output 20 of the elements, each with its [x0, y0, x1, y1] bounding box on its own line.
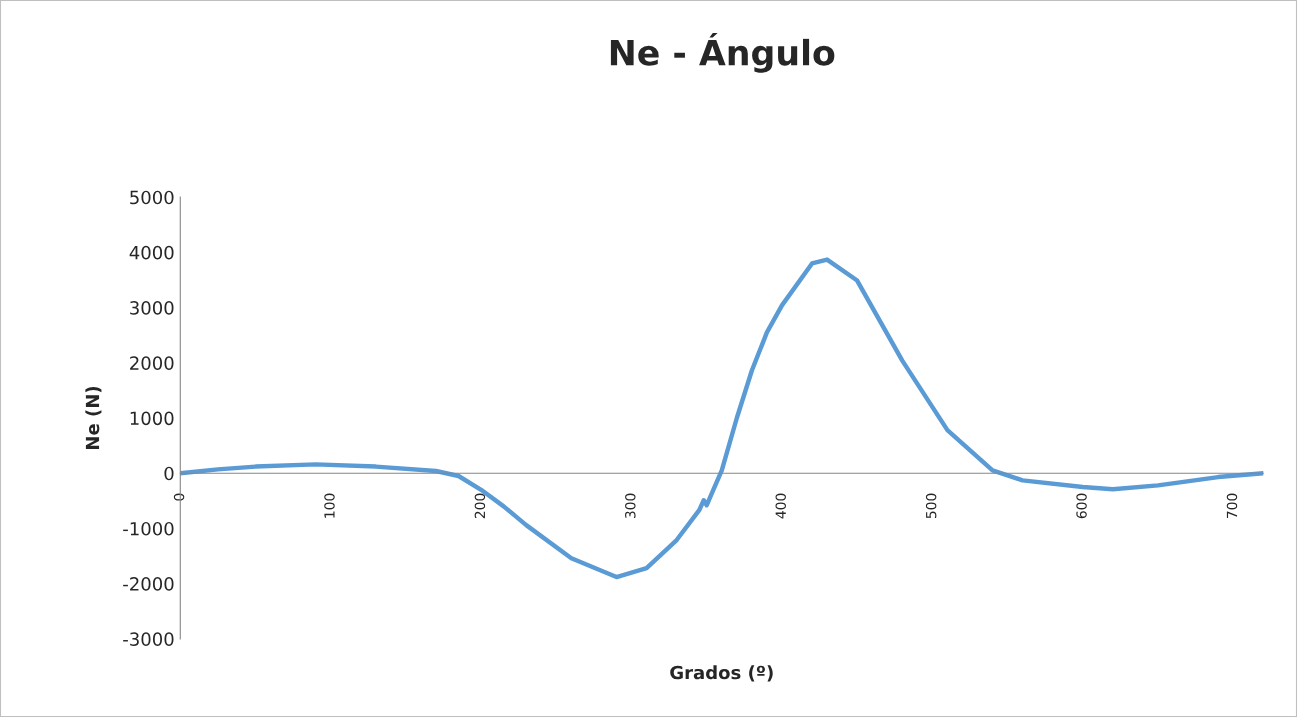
- y-axis-title: Ne (N): [85, 386, 102, 449]
- x-tick-label: 200: [474, 493, 486, 519]
- chart-title: Ne - Ángulo: [610, 33, 835, 73]
- y-tick-label: -2000: [123, 577, 174, 591]
- y-tick-label: -1000: [123, 521, 174, 536]
- y-tick-label: 3000: [130, 301, 174, 315]
- y-tick-label: 2000: [130, 356, 174, 370]
- x-tick-label: 500: [925, 493, 937, 519]
- y-tick-label: 4000: [129, 245, 174, 260]
- y-tick-label: 1000: [130, 411, 174, 426]
- x-tick-label: 300: [625, 493, 636, 519]
- x-axis-title: Grados (º): [670, 665, 773, 682]
- x-tick-label: 100: [324, 493, 335, 518]
- x-tick-label: 600: [1076, 493, 1087, 519]
- y-tick-label: 5000: [130, 190, 174, 205]
- x-tick-label: 400: [775, 493, 786, 519]
- x-tick-label: 700: [1226, 493, 1238, 519]
- y-tick-label: -3000: [123, 632, 174, 646]
- x-tick-label: 0: [173, 493, 185, 501]
- y-tick-label: 0: [164, 466, 174, 481]
